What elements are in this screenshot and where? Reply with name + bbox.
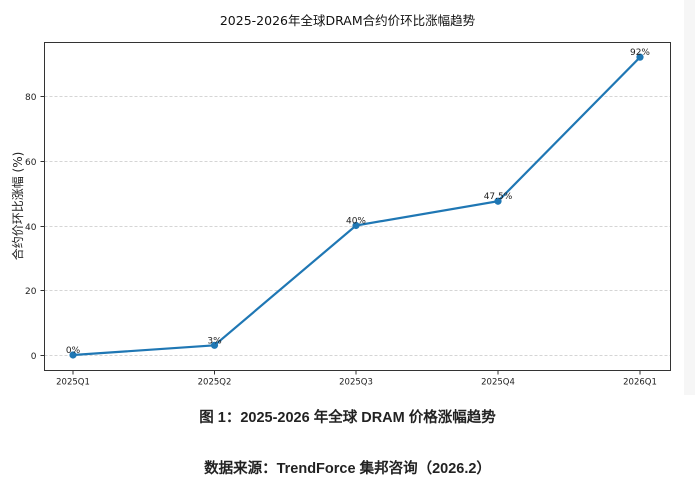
data-point: [494, 197, 502, 205]
plot-frame: [44, 42, 671, 371]
data-point: [352, 221, 360, 230]
y-axis-label: 合约价环比涨幅 (%): [10, 152, 25, 261]
y-tick-label: 0: [31, 352, 37, 362]
chart-title: 2025-2026年全球DRAM合约价环比涨幅趋势: [219, 13, 476, 28]
data-label: 3%: [207, 336, 222, 346]
data-label: 47.5%: [484, 192, 513, 202]
page-margin-strip: [684, 0, 695, 395]
x-tick-label: 2025Q1: [56, 378, 90, 388]
data-point: [636, 53, 644, 61]
data-label: 0%: [66, 346, 81, 356]
figure-caption: 图 1：2025-2026 年全球 DRAM 价格涨幅趋势: [199, 410, 496, 426]
y-tick-label: 20: [25, 287, 37, 297]
series-line: [72, 56, 641, 357]
data-label: 92%: [630, 48, 650, 58]
data-point: [69, 351, 77, 359]
x-tick-label: 2025Q3: [339, 378, 373, 388]
y-axis: 0 20 40 60 80: [25, 93, 45, 362]
y-tick-label: 80: [25, 93, 37, 103]
data-markers: [69, 53, 644, 359]
data-label: 40%: [346, 217, 366, 227]
x-tick-label: 2026Q1: [623, 378, 657, 388]
y-tick-label: 60: [25, 158, 37, 168]
source-caption: 数据来源：TrendForce 集邦咨询（2026.2）: [204, 461, 491, 477]
data-point: [210, 341, 219, 349]
x-axis: 2025Q1 2025Q2 2025Q3 2025Q4 2026Q1: [56, 370, 657, 388]
data-labels: 0% 3% 40% 47.5% 92%: [66, 48, 651, 356]
y-tick-label: 40: [25, 223, 37, 233]
line-chart: 0 20 40 60 80 2025Q1 2025Q2 2025Q3 2025Q4 2026Q1…: [10, 42, 671, 388]
x-tick-label: 2025Q4: [481, 378, 515, 388]
x-tick-label: 2025Q2: [198, 378, 232, 388]
